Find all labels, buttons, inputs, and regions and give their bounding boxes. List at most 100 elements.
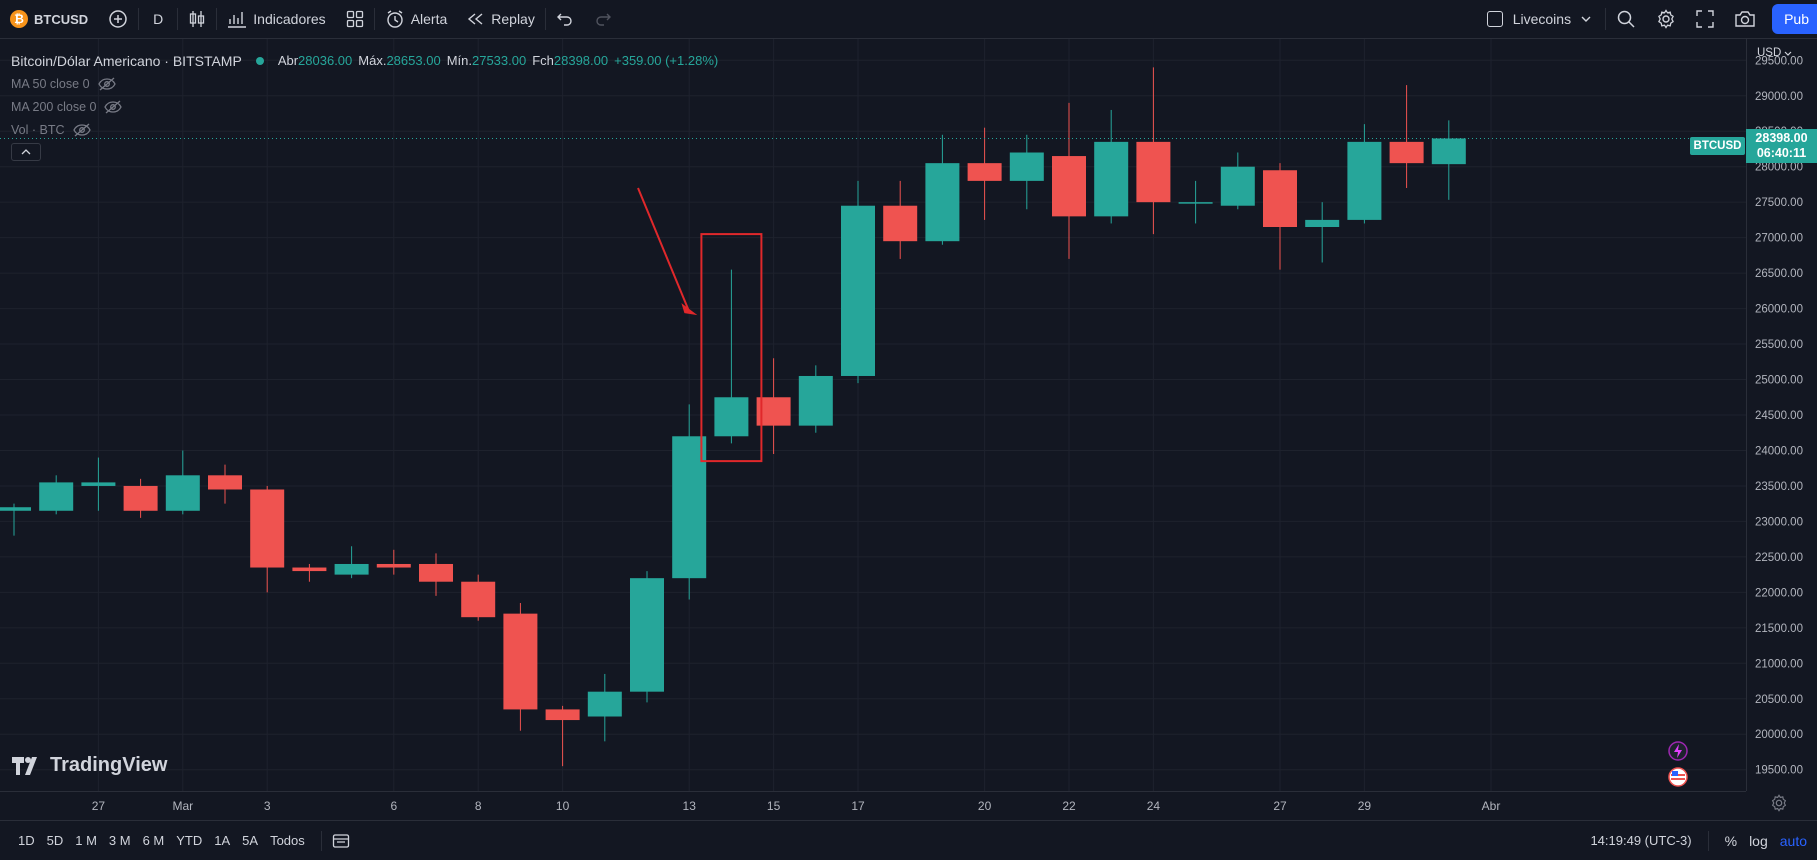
range-3m[interactable]: 3 M [108, 833, 131, 848]
chart-pane[interactable] [0, 39, 1746, 791]
currency-selector[interactable]: USD [1757, 47, 1792, 59]
toolbar-divider [373, 8, 375, 30]
indicator-label: MA 50 close 0 [11, 76, 90, 91]
candle-body [967, 163, 1002, 181]
legend-collapse-button[interactable] [11, 143, 41, 161]
axis-settings-button[interactable] [1770, 794, 1788, 815]
eye-hidden-icon[interactable] [97, 77, 116, 91]
redo-button[interactable] [584, 0, 622, 38]
candle-body [419, 563, 453, 582]
eye-hidden-icon[interactable] [104, 100, 123, 114]
layout-selector[interactable]: Livecoins [1477, 0, 1605, 38]
go-to-date-button[interactable] [332, 833, 350, 849]
fullscreen-button[interactable] [1686, 0, 1724, 38]
symbol-label: BTCUSD [34, 11, 89, 27]
snapshot-button[interactable] [1724, 0, 1766, 38]
range-ytd[interactable]: YTD [176, 833, 203, 848]
candle [165, 450, 200, 515]
candle [1094, 109, 1129, 224]
calendar-range-icon [332, 833, 349, 848]
chevron-down-icon [1784, 51, 1792, 56]
indicator-ma200[interactable]: MA 200 close 0 [11, 95, 718, 118]
bar-countdown: 06:40:11 [1756, 146, 1807, 160]
candle-body [587, 691, 622, 717]
interval-button[interactable]: D [153, 11, 164, 27]
candle [1009, 134, 1044, 210]
candle [1431, 120, 1466, 200]
settings-button[interactable] [1646, 0, 1686, 38]
range-1m[interactable]: 1 M [75, 833, 97, 848]
price-tick-label: 27000.00 [1755, 233, 1803, 245]
range-5y[interactable]: 5A [242, 833, 259, 848]
candle [883, 180, 918, 259]
price-tick-label: 28000.00 [1755, 162, 1803, 174]
candle-body [1052, 156, 1086, 217]
lightning-icon[interactable] [1667, 740, 1689, 762]
toolbar-divider [138, 8, 140, 30]
symbol-search-button[interactable]: ₿ BTCUSD [0, 0, 98, 38]
price-tick-label: 29500.00 [1755, 55, 1803, 67]
time-axis-ticks: 27 Mar 3 6 8 10 13 15 17 20 22 24 27 29 Abr [92, 799, 1501, 813]
annotation-arrowhead [681, 303, 698, 316]
us-flag-icon[interactable] [1667, 766, 1689, 788]
candle [1305, 202, 1340, 263]
layouts-button[interactable] [336, 0, 374, 38]
auto-scale-toggle[interactable]: auto [1779, 832, 1807, 849]
log-scale-toggle[interactable]: log [1749, 832, 1768, 849]
candle-body [925, 163, 960, 242]
symbol-legend-row: Bitcoin/Dólar Americano · BITSTAMP Abr 2… [11, 49, 718, 72]
time-tick-label: 6 [390, 799, 397, 813]
clock[interactable]: 14:19:49 (UTC-3) [1590, 833, 1692, 848]
replay-label: Replay [491, 11, 535, 27]
time-axis[interactable]: 27 Mar 3 6 8 10 13 15 17 20 22 24 27 29 Abr [0, 791, 1746, 820]
range-1y[interactable]: 1A [214, 833, 231, 848]
bottom-toolbar: 1D 5D 1 M 3 M 6 M YTD 1A 5A Todos 14:19:… [0, 820, 1817, 860]
top-toolbar: ₿ BTCUSD D Indicadores Alerta Replay Liv… [0, 0, 1817, 39]
price-tick-label: 26500.00 [1755, 268, 1803, 280]
publish-button[interactable]: Pub [1772, 4, 1817, 34]
alert-button[interactable]: Alerta [375, 0, 458, 38]
indicator-volume[interactable]: Vol · BTC [11, 118, 718, 141]
price-tick-label: 21500.00 [1755, 623, 1803, 635]
range-1d[interactable]: 1D [18, 833, 35, 848]
candle-body [250, 489, 285, 568]
replay-button[interactable]: Replay [457, 0, 545, 38]
candle-body [39, 482, 74, 511]
range-6m[interactable]: 6 M [142, 833, 165, 848]
time-tick-label: Mar [172, 799, 193, 813]
close-label: Fch [532, 53, 554, 68]
legend-title[interactable]: Bitcoin/Dólar Americano · BITSTAMP [11, 52, 242, 69]
candle [1136, 67, 1171, 235]
range-5d[interactable]: 5D [46, 833, 64, 848]
current-price-label: 28398.00 06:40:11 [1746, 129, 1817, 163]
indicators-icon [228, 12, 247, 28]
price-tick-label: 20500.00 [1755, 694, 1803, 706]
candle-body [714, 397, 749, 437]
candle-body [1009, 152, 1044, 181]
compare-symbol-button[interactable] [98, 0, 138, 38]
toolbar-divider [1605, 8, 1607, 30]
time-tick-label: 24 [1147, 799, 1161, 813]
chart-type-button[interactable] [178, 0, 216, 38]
candle [714, 269, 749, 444]
eye-hidden-icon[interactable] [72, 123, 91, 137]
toolbar-divider [177, 8, 179, 30]
candle-body [461, 581, 496, 618]
change-value: +359.00 (+1.28%) [614, 53, 719, 68]
search-button[interactable] [1606, 0, 1646, 38]
undo-button[interactable] [546, 0, 584, 38]
candle [925, 134, 960, 245]
time-tick-label: 22 [1062, 799, 1076, 813]
candle-body [630, 578, 664, 692]
percent-scale-toggle[interactable]: % [1724, 832, 1738, 849]
alarm-clock-icon [386, 10, 403, 28]
price-axis[interactable]: USD 19500.00 20000.00 20500.00 21000.00 2150… [1668, 39, 1817, 791]
range-all[interactable]: Todos [270, 833, 305, 848]
indicator-ma50[interactable]: MA 50 close 0 [11, 72, 718, 95]
search-icon [1617, 10, 1635, 28]
candlestick-chart[interactable] [0, 39, 1746, 791]
tradingview-watermark[interactable]: TradingView [12, 754, 167, 777]
time-tick-label: 8 [475, 799, 482, 813]
chevron-up-icon [21, 149, 31, 155]
indicators-button[interactable]: Indicadores [217, 0, 335, 38]
